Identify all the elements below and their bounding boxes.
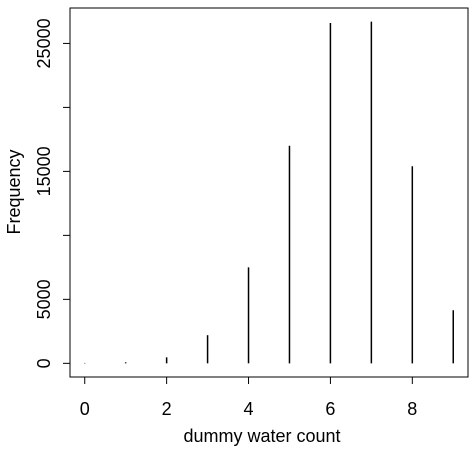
y-axis-label: Frequency — [4, 149, 24, 234]
x-tick-label: 6 — [325, 399, 335, 419]
x-tick-label: 4 — [244, 399, 254, 419]
plot-frame — [69, 7, 469, 378]
x-axis-label: dummy water count — [183, 426, 340, 446]
x-tick-label: 2 — [162, 399, 172, 419]
y-tick-label: 5000 — [34, 279, 54, 319]
x-tick-label: 0 — [80, 399, 90, 419]
x-tick-label: 8 — [407, 399, 417, 419]
y-tick-label: 25000 — [34, 18, 54, 68]
y-tick-label: 15000 — [34, 146, 54, 196]
y-tick-label: 0 — [34, 358, 54, 368]
